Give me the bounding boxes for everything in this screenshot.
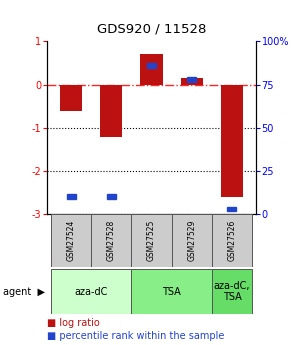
Bar	[107, 195, 116, 199]
Text: GSM27525: GSM27525	[147, 220, 156, 261]
Text: GSM27528: GSM27528	[107, 220, 116, 261]
Text: GSM27529: GSM27529	[187, 220, 196, 261]
Bar	[171, 214, 212, 267]
Bar	[67, 195, 75, 199]
Text: ■ percentile rank within the sample: ■ percentile rank within the sample	[47, 331, 224, 341]
Bar	[60, 85, 82, 111]
Bar	[51, 214, 91, 267]
Text: aza-dC,
TSA: aza-dC, TSA	[214, 281, 250, 302]
Text: GSM27524: GSM27524	[67, 220, 75, 261]
Bar	[228, 207, 236, 211]
Bar	[141, 54, 162, 85]
Text: TSA: TSA	[162, 287, 181, 296]
Bar	[132, 269, 212, 314]
Text: ■ log ratio: ■ log ratio	[47, 318, 100, 327]
Bar	[132, 214, 171, 267]
Text: GDS920 / 11528: GDS920 / 11528	[97, 22, 206, 36]
Bar	[100, 85, 122, 137]
Bar	[212, 214, 252, 267]
Bar	[187, 77, 196, 81]
Bar	[51, 269, 132, 314]
Text: agent  ▶: agent ▶	[3, 287, 45, 296]
Bar	[147, 63, 156, 68]
Bar	[91, 214, 132, 267]
Bar	[221, 85, 243, 197]
Bar	[181, 78, 203, 85]
Text: GSM27526: GSM27526	[228, 220, 236, 261]
Bar	[212, 269, 252, 314]
Text: aza-dC: aza-dC	[75, 287, 108, 296]
